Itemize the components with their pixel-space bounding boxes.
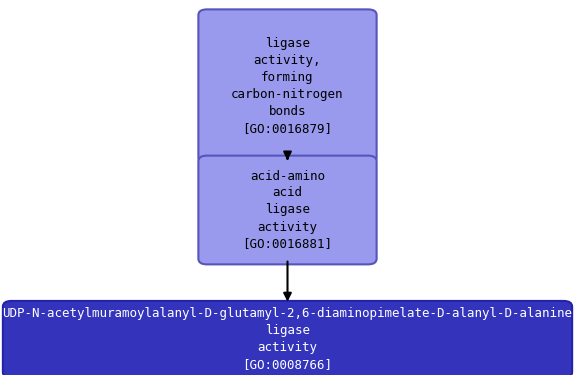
Text: UDP-N-acetylmuramoylalanyl-D-glutamyl-2,6-diaminopimelate-D-alanyl-D-alanine
lig: UDP-N-acetylmuramoylalanyl-D-glutamyl-2,… — [2, 308, 573, 371]
FancyBboxPatch shape — [198, 9, 377, 163]
FancyBboxPatch shape — [198, 156, 377, 264]
FancyBboxPatch shape — [3, 301, 572, 375]
Text: acid-amino
acid
ligase
activity
[GO:0016881]: acid-amino acid ligase activity [GO:0016… — [243, 170, 332, 250]
Text: ligase
activity,
forming
carbon-nitrogen
bonds
[GO:0016879]: ligase activity, forming carbon-nitrogen… — [231, 37, 344, 135]
